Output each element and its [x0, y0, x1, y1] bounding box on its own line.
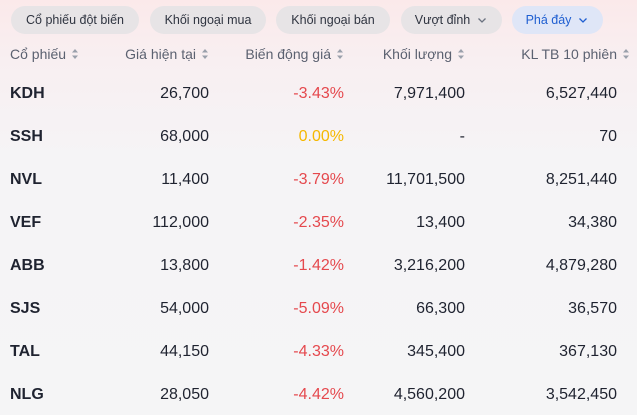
volume-cell: 4,560,200 — [393, 385, 465, 403]
price-cell: 11,400 — [161, 170, 209, 188]
symbol-cell[interactable]: NVL — [10, 170, 42, 188]
price-cell: 68,000 — [160, 127, 209, 145]
table-row[interactable]: SSH 68,000 0.00% - 70 — [0, 115, 637, 158]
price-cell: 44,150 — [160, 342, 209, 360]
symbol-cell[interactable]: ABB — [10, 256, 45, 274]
sort-icon — [336, 48, 344, 60]
price-cell: 13,800 — [160, 256, 209, 274]
symbol-cell[interactable]: SJS — [10, 299, 41, 317]
column-header-label: Biến động giá — [245, 46, 331, 62]
column-header-volume[interactable]: Khối lượng — [383, 43, 465, 65]
avg10-cell: 3,542,450 — [545, 385, 617, 403]
table-row[interactable]: TAL 44,150 -4.33% 345,400 367,130 — [0, 330, 637, 373]
symbol-cell[interactable]: KDH — [10, 84, 45, 102]
filter-vuot-dinh[interactable]: Vượt đỉnh — [401, 6, 502, 34]
column-header-label: KL TB 10 phiên — [521, 46, 617, 62]
sort-icon — [71, 48, 79, 60]
symbol-cell[interactable]: NLG — [10, 385, 44, 403]
filter-khoingoai-ban[interactable]: Khối ngoại bán — [276, 6, 390, 34]
change-cell: -4.33% — [293, 342, 344, 360]
avg10-cell: 367,130 — [559, 342, 617, 360]
avg10-cell: 70 — [599, 127, 617, 145]
price-cell: 54,000 — [160, 299, 209, 317]
filter-label: Cổ phiếu đột biến — [26, 13, 124, 27]
symbol-cell[interactable]: VEF — [10, 213, 42, 231]
column-header-avg10[interactable]: KL TB 10 phiên — [521, 43, 630, 65]
price-cell: 112,000 — [152, 213, 209, 231]
table-header: Cổ phiếu Giá hiện tại Biến động giá Khối… — [0, 43, 637, 65]
price-cell: 28,050 — [160, 385, 209, 403]
volume-cell: 66,300 — [416, 299, 465, 317]
avg10-cell: 4,879,280 — [545, 256, 617, 274]
symbol-cell[interactable]: SSH — [10, 127, 43, 145]
volume-cell: 11,701,500 — [386, 170, 465, 188]
volume-cell: 13,400 — [416, 213, 465, 231]
volume-cell: - — [459, 127, 465, 145]
table-row[interactable]: VEF 112,000 -2.35% 13,400 34,380 — [0, 201, 637, 244]
change-cell: -5.09% — [293, 299, 344, 317]
volume-cell: 345,400 — [407, 342, 465, 360]
volume-cell: 3,216,200 — [393, 256, 465, 274]
column-header-price[interactable]: Giá hiện tại — [125, 43, 209, 65]
filter-bar: Cổ phiếu đột biến Khối ngoại mua Khối ng… — [0, 6, 637, 34]
volume-cell: 7,971,400 — [393, 84, 465, 102]
filter-pha-day[interactable]: Phá đáy — [512, 6, 603, 34]
stock-table-body: KDH 26,700 -3.43% 7,971,400 6,527,440 SS… — [0, 72, 637, 415]
filter-label: Khối ngoại bán — [291, 13, 375, 27]
filter-label: Khối ngoại mua — [164, 13, 252, 27]
table-row[interactable]: NVL 11,400 -3.79% 11,701,500 8,251,440 — [0, 158, 637, 201]
column-header-label: Khối lượng — [382, 46, 452, 62]
column-header-label: Cổ phiếu — [10, 46, 67, 62]
sort-icon — [201, 48, 209, 60]
change-cell: -3.43% — [293, 84, 344, 102]
change-cell: -3.79% — [293, 170, 344, 188]
symbol-cell[interactable]: TAL — [10, 342, 40, 360]
filter-label: Vượt đỉnh — [414, 13, 471, 27]
table-row[interactable]: ABB 13,800 -1.42% 3,216,200 4,879,280 — [0, 244, 637, 287]
avg10-cell: 36,570 — [568, 299, 617, 317]
sort-icon — [457, 48, 465, 60]
change-cell: 0.00% — [298, 127, 344, 145]
table-row[interactable]: SJS 54,000 -5.09% 66,300 36,570 — [0, 287, 637, 330]
change-cell: -4.42% — [293, 385, 344, 403]
column-header-change[interactable]: Biến động giá — [245, 43, 344, 65]
avg10-cell: 34,380 — [568, 213, 617, 231]
table-row[interactable]: NLG 28,050 -4.42% 4,560,200 3,542,450 — [0, 373, 637, 415]
table-row[interactable]: KDH 26,700 -3.43% 7,971,400 6,527,440 — [0, 72, 637, 115]
filter-khoingoai-mua[interactable]: Khối ngoại mua — [150, 6, 266, 34]
price-cell: 26,700 — [160, 84, 209, 102]
filter-cophieu-dotbien[interactable]: Cổ phiếu đột biến — [11, 6, 139, 34]
column-header-label: Giá hiện tại — [125, 46, 196, 62]
change-cell: -2.35% — [293, 213, 344, 231]
avg10-cell: 6,527,440 — [545, 84, 617, 102]
filter-label: Phá đáy — [525, 13, 572, 27]
chevron-down-icon — [476, 14, 488, 26]
sort-icon — [622, 48, 630, 60]
change-cell: -1.42% — [293, 256, 344, 274]
chevron-down-icon — [577, 14, 589, 26]
column-header-symbol[interactable]: Cổ phiếu — [10, 43, 79, 65]
avg10-cell: 8,251,440 — [545, 170, 617, 188]
